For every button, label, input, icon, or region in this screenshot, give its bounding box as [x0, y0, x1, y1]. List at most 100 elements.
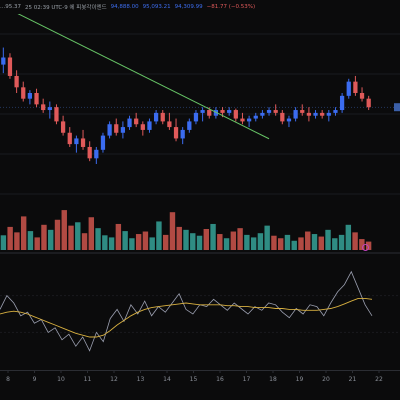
candle-body [306, 112, 312, 116]
ohlc-header: ...95.37 25 02:39 UTC-9 에 피봇각이엔드 94,888.… [0, 0, 400, 14]
candle-body [67, 132, 72, 145]
x-tick-label: 16 [216, 376, 224, 383]
candle-body [326, 112, 331, 116]
volume-marker-icon [362, 244, 369, 251]
volume-bar [81, 233, 88, 250]
candle-body [200, 110, 205, 113]
candle-body [167, 121, 172, 128]
candle-body [94, 149, 99, 159]
volume-bar [156, 221, 162, 250]
volume-bar [54, 219, 61, 250]
candle-body [114, 124, 119, 133]
volume-bar [149, 237, 155, 250]
price-pane[interactable] [0, 14, 400, 214]
volume-bar [352, 232, 358, 250]
volume-bar [34, 237, 40, 250]
candle-body [100, 135, 106, 150]
x-tick-label: 15 [190, 376, 198, 383]
volume-bar [0, 235, 7, 250]
rsi-pane[interactable] [0, 262, 400, 366]
volume-bar [284, 234, 291, 250]
candle-body [300, 110, 305, 113]
candle-body [107, 124, 112, 136]
volume-bar [142, 231, 149, 250]
candle-body [147, 121, 152, 130]
candle-body [320, 112, 325, 116]
candle-body [366, 98, 371, 108]
candle-body [7, 57, 13, 76]
candle-body [14, 75, 19, 88]
candle-body [80, 138, 86, 147]
volume-bar [7, 226, 13, 250]
header-value-3: 94,309.99 [174, 4, 203, 10]
x-tick-label: 17 [243, 376, 251, 383]
candle-body [74, 138, 79, 145]
volume-bar [14, 232, 20, 250]
candle-body [260, 112, 265, 116]
rsi-line [0, 270, 373, 352]
x-tick-label: 12 [110, 376, 118, 383]
candle-body [193, 112, 199, 122]
volume-bar [244, 234, 250, 250]
candle-body [153, 112, 159, 122]
candle-body [359, 93, 365, 99]
volume-bar [332, 238, 338, 250]
volume-bar [190, 233, 196, 250]
volume-bar [163, 234, 169, 250]
volume-bar [311, 234, 318, 250]
volume-bar [217, 234, 223, 250]
candle-body [233, 110, 238, 119]
candle-body [41, 104, 46, 111]
header-value-1: 94,888.00 [110, 4, 139, 10]
x-tick-label: 20 [322, 376, 330, 383]
x-tick-label: 22 [375, 376, 383, 383]
volume-bar [305, 231, 311, 250]
x-tick-label: 14 [163, 376, 171, 383]
candle-body [273, 110, 278, 113]
price-marker-icon [394, 103, 400, 112]
volume-bar [359, 239, 365, 250]
header-left-value: ...95.37 [0, 4, 21, 10]
volume-bar [291, 240, 297, 250]
volume-bar [230, 231, 237, 250]
candle-body [227, 110, 232, 113]
candle-body [353, 81, 358, 93]
candle-body [87, 146, 92, 159]
volume-bar [61, 210, 67, 250]
candle-body [134, 118, 139, 125]
x-tick-label: 19 [296, 376, 304, 383]
candle-body [160, 112, 165, 122]
candle-body [34, 93, 39, 105]
candle-body [120, 127, 126, 133]
candle-body [47, 107, 52, 111]
candle-body [21, 87, 26, 99]
candle-body [280, 112, 285, 122]
volume-bar [48, 229, 54, 250]
candle-body [127, 118, 132, 128]
candle-body [173, 127, 179, 139]
volume-bar [115, 223, 122, 250]
volume-pane[interactable] [0, 206, 400, 254]
candle-body [333, 110, 338, 113]
volume-bar [108, 237, 115, 250]
volume-bar [264, 225, 270, 250]
volume-bar [196, 235, 203, 250]
candle-body [266, 110, 272, 113]
candle-body [187, 121, 192, 130]
rsi-ma-line [0, 297, 373, 338]
volume-bar [271, 235, 277, 250]
candle-body [213, 110, 219, 116]
volume-bar [135, 234, 142, 250]
x-tick-label: 9 [33, 376, 37, 383]
volume-bar [345, 224, 352, 250]
time-axis: 8 9 10 11 12 13 14 15 16 17 18 19 20 21 22 [0, 370, 400, 383]
candle-body [286, 118, 292, 122]
volume-bar [277, 238, 284, 250]
volume-bar [169, 212, 176, 250]
candle-body [346, 81, 351, 96]
x-tick-label: 18 [269, 376, 277, 383]
volume-bar [223, 238, 230, 250]
volume-bar [210, 223, 216, 250]
candle-body [246, 118, 252, 122]
